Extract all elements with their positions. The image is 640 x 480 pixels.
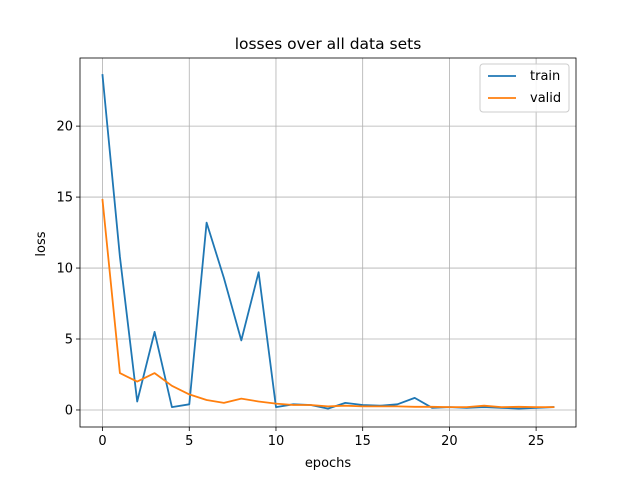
y-tick-label: 5	[65, 333, 73, 348]
legend: train valid	[479, 63, 570, 113]
y-axis-title: loss	[34, 231, 49, 256]
x-tick-label: 10	[268, 434, 285, 449]
y-tick-label: 20	[56, 120, 73, 135]
x-axis-title: epochs	[305, 456, 352, 471]
y-tick-label: 0	[65, 403, 73, 418]
legend-label-valid: valid	[530, 91, 561, 106]
y-tick-label: 15	[56, 191, 73, 206]
chart-title: losses over all data sets	[235, 35, 422, 53]
x-tick-label: 0	[98, 434, 106, 449]
x-tick-label: 5	[185, 434, 193, 449]
plot-area-frame	[79, 57, 577, 428]
x-tick-label: 15	[354, 434, 371, 449]
axis-ticks: 0 5 10 15 20 25 0 5 10 15 20	[56, 120, 544, 449]
series-line-valid	[101, 198, 555, 409]
y-tick-label: 10	[56, 262, 73, 277]
series-lines	[101, 74, 555, 410]
series-line-train	[101, 74, 555, 410]
x-tick-label: 20	[441, 434, 458, 449]
legend-label-train: train	[530, 69, 560, 84]
x-tick-label: 25	[528, 434, 545, 449]
grid	[80, 58, 576, 427]
